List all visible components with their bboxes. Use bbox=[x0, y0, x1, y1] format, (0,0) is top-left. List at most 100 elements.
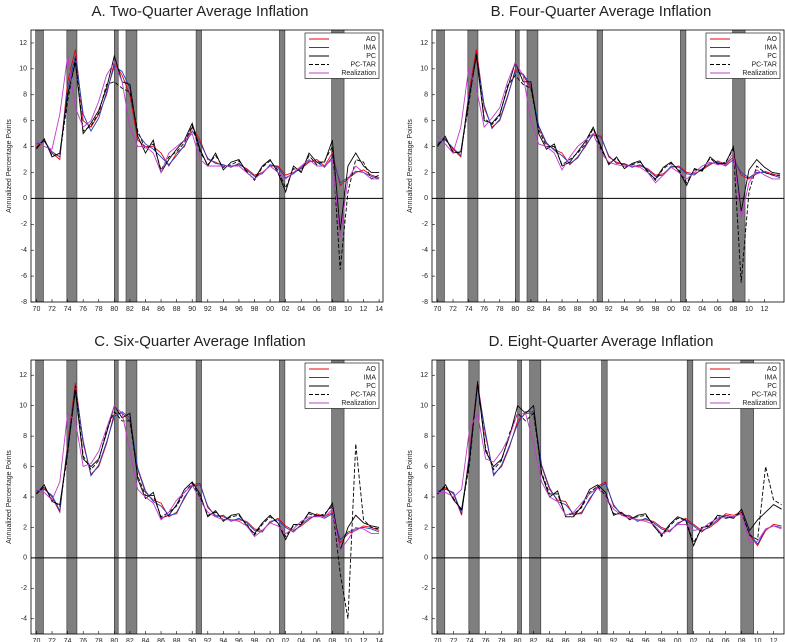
y-tick-label: 8 bbox=[23, 433, 27, 440]
legend-label: PC bbox=[767, 53, 777, 60]
x-tick-label: 98 bbox=[658, 638, 666, 642]
x-tick-label: 12 bbox=[770, 638, 778, 642]
x-tick-label: 12 bbox=[761, 306, 769, 313]
x-tick-label: 88 bbox=[574, 306, 582, 313]
y-axis-label: Annualized Percentage Points bbox=[407, 119, 414, 213]
recession-band bbox=[125, 30, 138, 302]
recession-band bbox=[35, 360, 44, 634]
recession-band bbox=[331, 360, 345, 634]
y-tick-label: -6 bbox=[422, 273, 428, 280]
x-tick-label: 04 bbox=[297, 638, 305, 642]
x-tick-label: 86 bbox=[157, 638, 165, 642]
legend-label: AO bbox=[366, 36, 377, 43]
x-tick-label: 96 bbox=[636, 306, 644, 313]
chart-title: C. Six-Quarter Average Inflation bbox=[94, 333, 306, 350]
series-line bbox=[36, 55, 380, 238]
x-tick-label: 10 bbox=[754, 638, 762, 642]
recession-band bbox=[279, 360, 286, 634]
x-tick-label: 90 bbox=[188, 638, 196, 642]
legend-label: AO bbox=[366, 366, 377, 373]
x-tick-label: 96 bbox=[235, 306, 243, 313]
x-tick-label: 82 bbox=[126, 306, 134, 313]
y-tick-label: -2 bbox=[21, 585, 27, 592]
x-tick-label: 80 bbox=[110, 306, 118, 313]
x-tick-label: 14 bbox=[375, 306, 383, 313]
y-tick-label: 2 bbox=[23, 524, 27, 531]
x-tick-label: 90 bbox=[594, 638, 602, 642]
y-tick-label: -6 bbox=[21, 273, 27, 280]
x-tick-label: 82 bbox=[126, 638, 134, 642]
legend-label: PC-TAR bbox=[751, 61, 777, 68]
y-tick-label: 12 bbox=[420, 372, 428, 379]
x-tick-label: 72 bbox=[450, 638, 458, 642]
x-tick-label: 98 bbox=[652, 306, 660, 313]
y-tick-label: -4 bbox=[422, 616, 428, 623]
x-tick-label: 84 bbox=[546, 638, 554, 642]
recession-band bbox=[66, 360, 78, 634]
x-tick-label: 76 bbox=[480, 306, 488, 313]
x-tick-label: 04 bbox=[706, 638, 714, 642]
y-tick-label: -4 bbox=[21, 616, 27, 623]
x-tick-label: 00 bbox=[266, 306, 274, 313]
recession-band bbox=[529, 360, 542, 634]
y-tick-label: 12 bbox=[19, 40, 27, 47]
recession-band bbox=[114, 30, 119, 302]
x-tick-label: 14 bbox=[375, 638, 383, 642]
x-tick-label: 82 bbox=[527, 306, 535, 313]
recession-band bbox=[740, 360, 754, 634]
legend-label: Realization bbox=[341, 70, 376, 77]
x-tick-label: 70 bbox=[33, 638, 41, 642]
x-tick-label: 74 bbox=[466, 638, 474, 642]
x-tick-label: 86 bbox=[562, 638, 570, 642]
x-tick-label: 70 bbox=[33, 306, 41, 313]
x-tick-label: 96 bbox=[235, 638, 243, 642]
y-tick-label: -4 bbox=[21, 247, 27, 254]
recession-band bbox=[732, 30, 746, 302]
x-tick-label: 94 bbox=[620, 306, 628, 313]
x-tick-label: 80 bbox=[511, 306, 519, 313]
x-tick-label: 76 bbox=[482, 638, 490, 642]
x-tick-label: 00 bbox=[674, 638, 682, 642]
chart-title: D. Eight-Quarter Average Inflation bbox=[489, 333, 714, 350]
x-tick-label: 92 bbox=[204, 306, 212, 313]
y-axis-label: Annualized Percentage Points bbox=[407, 450, 414, 544]
y-tick-label: 0 bbox=[424, 195, 428, 202]
x-tick-label: 88 bbox=[578, 638, 586, 642]
series-line bbox=[437, 411, 782, 544]
x-tick-label: 94 bbox=[219, 638, 227, 642]
x-tick-label: 72 bbox=[48, 638, 56, 642]
x-tick-label: 86 bbox=[157, 306, 165, 313]
x-tick-label: 94 bbox=[626, 638, 634, 642]
y-tick-label: 0 bbox=[424, 555, 428, 562]
y-tick-label: 10 bbox=[19, 66, 27, 73]
x-tick-label: 70 bbox=[434, 306, 442, 313]
y-tick-label: 4 bbox=[424, 143, 428, 150]
recession-band bbox=[279, 30, 286, 302]
recession-band bbox=[686, 360, 694, 634]
legend-label: IMA bbox=[364, 44, 377, 51]
recession-band bbox=[114, 360, 119, 634]
x-tick-label: 84 bbox=[142, 638, 150, 642]
series-line bbox=[36, 387, 380, 541]
legend-label: PC bbox=[767, 383, 777, 390]
series-line bbox=[36, 49, 380, 187]
y-tick-label: -2 bbox=[422, 221, 428, 228]
legend-label: Realization bbox=[742, 400, 777, 407]
legend-label: PC-TAR bbox=[350, 391, 376, 398]
y-tick-label: 6 bbox=[424, 463, 428, 470]
y-tick-label: -8 bbox=[422, 299, 428, 306]
x-tick-label: 08 bbox=[729, 306, 737, 313]
x-tick-label: 76 bbox=[79, 638, 87, 642]
y-tick-label: 8 bbox=[424, 433, 428, 440]
recession-band bbox=[66, 30, 78, 302]
y-tick-label: 2 bbox=[23, 169, 27, 176]
x-tick-label: 02 bbox=[282, 638, 290, 642]
x-tick-label: 02 bbox=[282, 306, 290, 313]
y-tick-label: 0 bbox=[23, 195, 27, 202]
x-tick-label: 80 bbox=[110, 638, 118, 642]
series-line bbox=[437, 387, 782, 546]
chart-title: B. Four-Quarter Average Inflation bbox=[491, 3, 712, 20]
